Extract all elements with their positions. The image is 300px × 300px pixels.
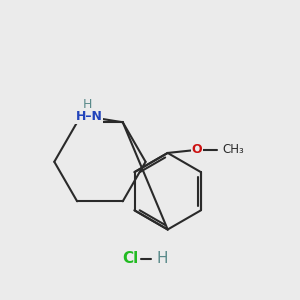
Text: H: H xyxy=(83,98,92,111)
Text: H–N: H–N xyxy=(76,110,102,123)
Text: O: O xyxy=(192,143,203,157)
Text: H: H xyxy=(157,251,168,266)
Text: CH₃: CH₃ xyxy=(222,143,244,157)
Text: Cl: Cl xyxy=(123,251,139,266)
